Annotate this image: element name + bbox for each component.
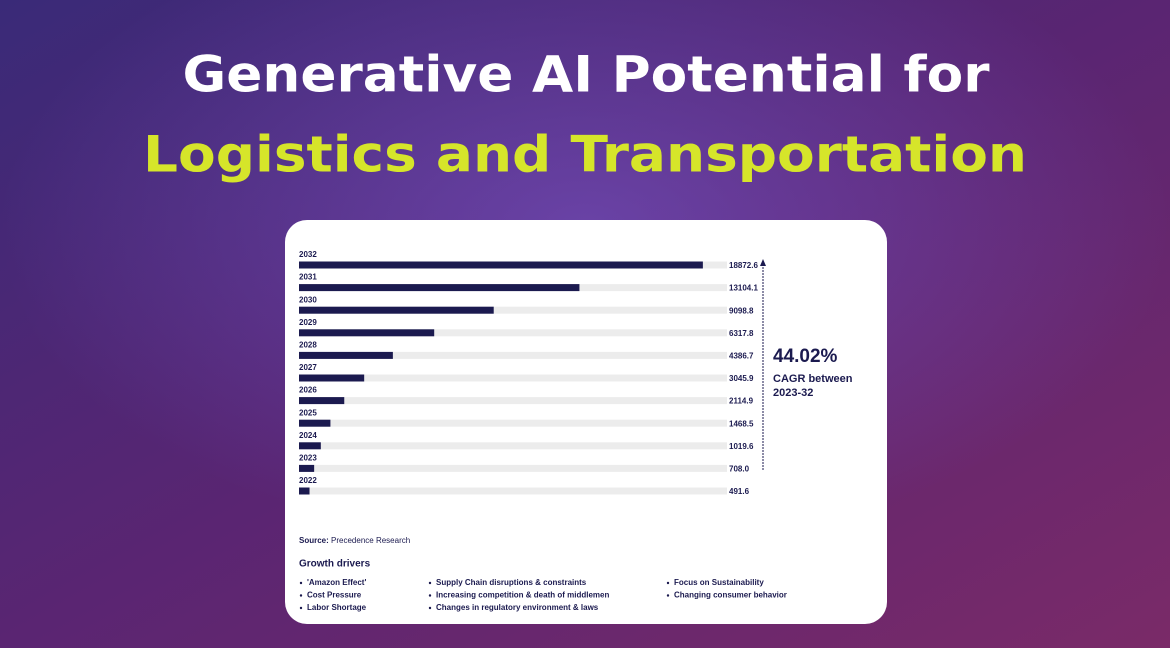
cagr-text: 2023-32	[773, 387, 813, 399]
category-label: 2023	[299, 454, 317, 463]
value-label: 6317.8	[729, 329, 754, 338]
bar	[299, 442, 321, 450]
bullet	[428, 581, 432, 585]
value-label: 1019.6	[729, 442, 754, 451]
value-label: 708.0	[729, 465, 750, 474]
cagr-text: CAGR between	[773, 373, 853, 385]
bar-track	[299, 419, 727, 427]
growth-driver: 'Amazon Effect'	[307, 578, 366, 587]
bar	[299, 261, 703, 269]
bar	[299, 419, 331, 427]
category-label: 2029	[299, 318, 317, 327]
bullet	[299, 594, 303, 597]
growth-drivers-title: Growth drivers	[299, 559, 371, 570]
source: Source: Precedence Research	[299, 536, 410, 545]
bar	[299, 351, 393, 359]
value-label: 3045.9	[729, 374, 754, 383]
growth-driver: Changes in regulatory environment & laws	[436, 603, 599, 612]
bar-track	[299, 397, 727, 405]
value-label: 1468.5	[729, 419, 754, 428]
growth-driver: Supply Chain disruptions & constraints	[436, 578, 587, 587]
bar	[299, 397, 345, 405]
source-text: Precedence Research	[331, 536, 410, 545]
value-label: 491.6	[729, 487, 750, 496]
value-label: 18872.6	[729, 261, 758, 270]
growth-driver: Labor Shortage	[307, 603, 367, 612]
category-label: 2022	[299, 476, 317, 485]
title-line-1: Generative AI Potential for	[183, 46, 990, 104]
value-label: 13104.1	[729, 284, 758, 293]
growth-driver: Focus on Sustainability	[674, 578, 764, 587]
cagr-value: 44.02%	[773, 346, 838, 367]
bar	[299, 306, 494, 314]
bar-track	[299, 374, 727, 382]
bullet	[666, 581, 670, 585]
bar	[299, 374, 365, 382]
bar	[299, 487, 310, 495]
cagr-arrowhead	[760, 259, 766, 266]
category-label: 2025	[299, 408, 317, 417]
category-label: 2032	[299, 250, 317, 259]
bar-track	[299, 306, 727, 314]
bar	[299, 284, 580, 292]
source-label: Source:	[299, 536, 329, 545]
value-label: 2114.9	[729, 397, 754, 406]
bar-track	[299, 442, 727, 450]
bullet	[666, 594, 670, 597]
category-label: 2030	[299, 295, 317, 304]
bar-track	[299, 464, 727, 472]
bar-track	[299, 487, 727, 495]
growth-driver: Increasing competition & death of middle…	[436, 591, 609, 600]
bullet	[428, 594, 432, 597]
bullet	[428, 606, 432, 610]
bar-track	[299, 351, 727, 359]
bar-track	[299, 329, 727, 337]
bullet	[299, 606, 303, 610]
category-label: 2027	[299, 363, 317, 372]
growth-driver: Changing consumer behavior	[674, 591, 787, 600]
category-label: 2026	[299, 386, 317, 395]
category-label: 2031	[299, 273, 317, 282]
category-label: 2028	[299, 341, 317, 350]
bar	[299, 464, 315, 472]
title-line-2: Logistics and Transportation	[143, 126, 1027, 184]
category-label: 2024	[299, 431, 317, 440]
value-label: 4386.7	[729, 352, 754, 361]
bullet	[299, 581, 303, 585]
value-label: 9098.8	[729, 306, 754, 315]
bar	[299, 329, 435, 337]
growth-driver: Cost Pressure	[307, 591, 362, 600]
